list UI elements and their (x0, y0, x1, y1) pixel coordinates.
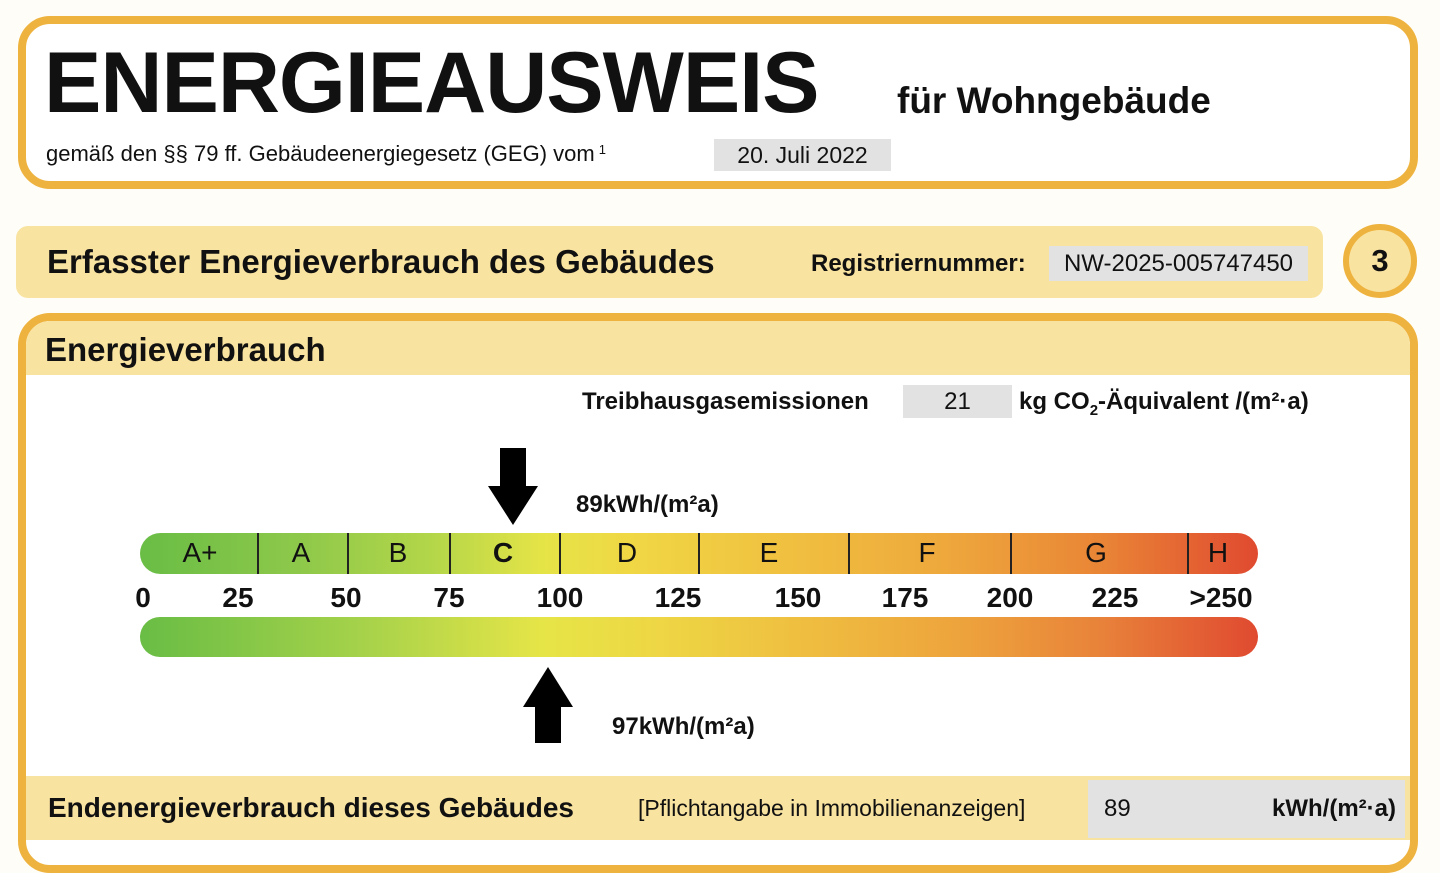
energy-class-c: C (492, 537, 514, 568)
gradient-scale-bar (140, 617, 1258, 657)
scale-tick-label: 125 (654, 582, 702, 613)
section-title: Erfasster Energieverbrauch des Gebäudes (47, 243, 715, 280)
legal-text: gemäß den §§ 79 ff. Gebäudeenergiegesetz… (46, 141, 595, 166)
scale-tick-label: 100 (536, 582, 584, 613)
class-divider (698, 533, 700, 574)
class-divider (1187, 533, 1189, 574)
ghg-unit: kg CO2-Äquivalent /(m²·a) (1019, 390, 1309, 418)
registration-number-field: NW-2025-005747450 (1049, 246, 1308, 281)
scale-tick-label: 200 (986, 582, 1034, 613)
legal-basis: gemäß den §§ 79 ff. Gebäudeenergiegesetz… (46, 143, 606, 165)
class-divider (449, 533, 451, 574)
energy-class-f: F (918, 537, 936, 568)
ghg-value-field: 21 (903, 385, 1012, 418)
final-energy-field (1088, 780, 1405, 838)
top-marker-label: 89kWh/(m²a) (576, 491, 719, 518)
final-energy-value: 89 (1104, 795, 1131, 822)
class-divider (257, 533, 259, 574)
class-divider (848, 533, 850, 574)
class-divider (559, 533, 561, 574)
bottom-marker-arrow-icon (523, 667, 573, 743)
energy-class-d: D (616, 537, 638, 568)
final-energy-title: Endenergieverbrauch dieses Gebäudes (48, 792, 574, 823)
energy-class-g: G (1085, 537, 1107, 568)
top-marker-arrow-icon (488, 448, 538, 525)
footnote-mark: 1 (598, 142, 606, 157)
scale-tick-label: 225 (1091, 582, 1139, 613)
class-divider (347, 533, 349, 574)
scale-tick-label: 0 (135, 582, 151, 613)
scale-tick-label: 175 (881, 582, 929, 613)
scale-tick-label: >250 (1189, 582, 1253, 613)
scale-tick-label: 75 (433, 582, 465, 613)
scale-tick-label: 50 (330, 582, 362, 613)
ghg-unit-sub: 2 (1089, 401, 1099, 419)
ghg-label: Treibhausgasemissionen (582, 388, 869, 415)
energy-class-a: A (291, 537, 311, 568)
ghg-unit-pre: kg CO (1019, 388, 1090, 415)
final-energy-unit: kWh/(m²·a) (1272, 795, 1396, 822)
energy-class-h: H (1207, 537, 1229, 568)
energy-header (26, 321, 1410, 375)
ghg-unit-post: -Äquivalent /(m²·a) (1098, 388, 1309, 415)
energy-class-aplus: A+ (182, 537, 218, 568)
class-divider (1010, 533, 1012, 574)
page-subtitle: für Wohngebäude (897, 80, 1211, 121)
registration-label: Registriernummer: (811, 250, 1026, 277)
energy-class-b: B (388, 537, 408, 568)
scale-tick-label: 150 (774, 582, 822, 613)
bottom-marker-label: 97kWh/(m²a) (612, 713, 755, 740)
law-date-field: 20. Juli 2022 (714, 139, 891, 171)
page-number-badge: 3 (1343, 224, 1417, 298)
energy-class-e: E (759, 537, 779, 568)
energy-title: Energieverbrauch (45, 331, 326, 368)
page-title: ENERGIEAUSWEIS (44, 35, 819, 131)
scale-tick-label: 25 (222, 582, 254, 613)
final-energy-note: [Pflichtangabe in Immobilienanzeigen] (638, 795, 1026, 821)
